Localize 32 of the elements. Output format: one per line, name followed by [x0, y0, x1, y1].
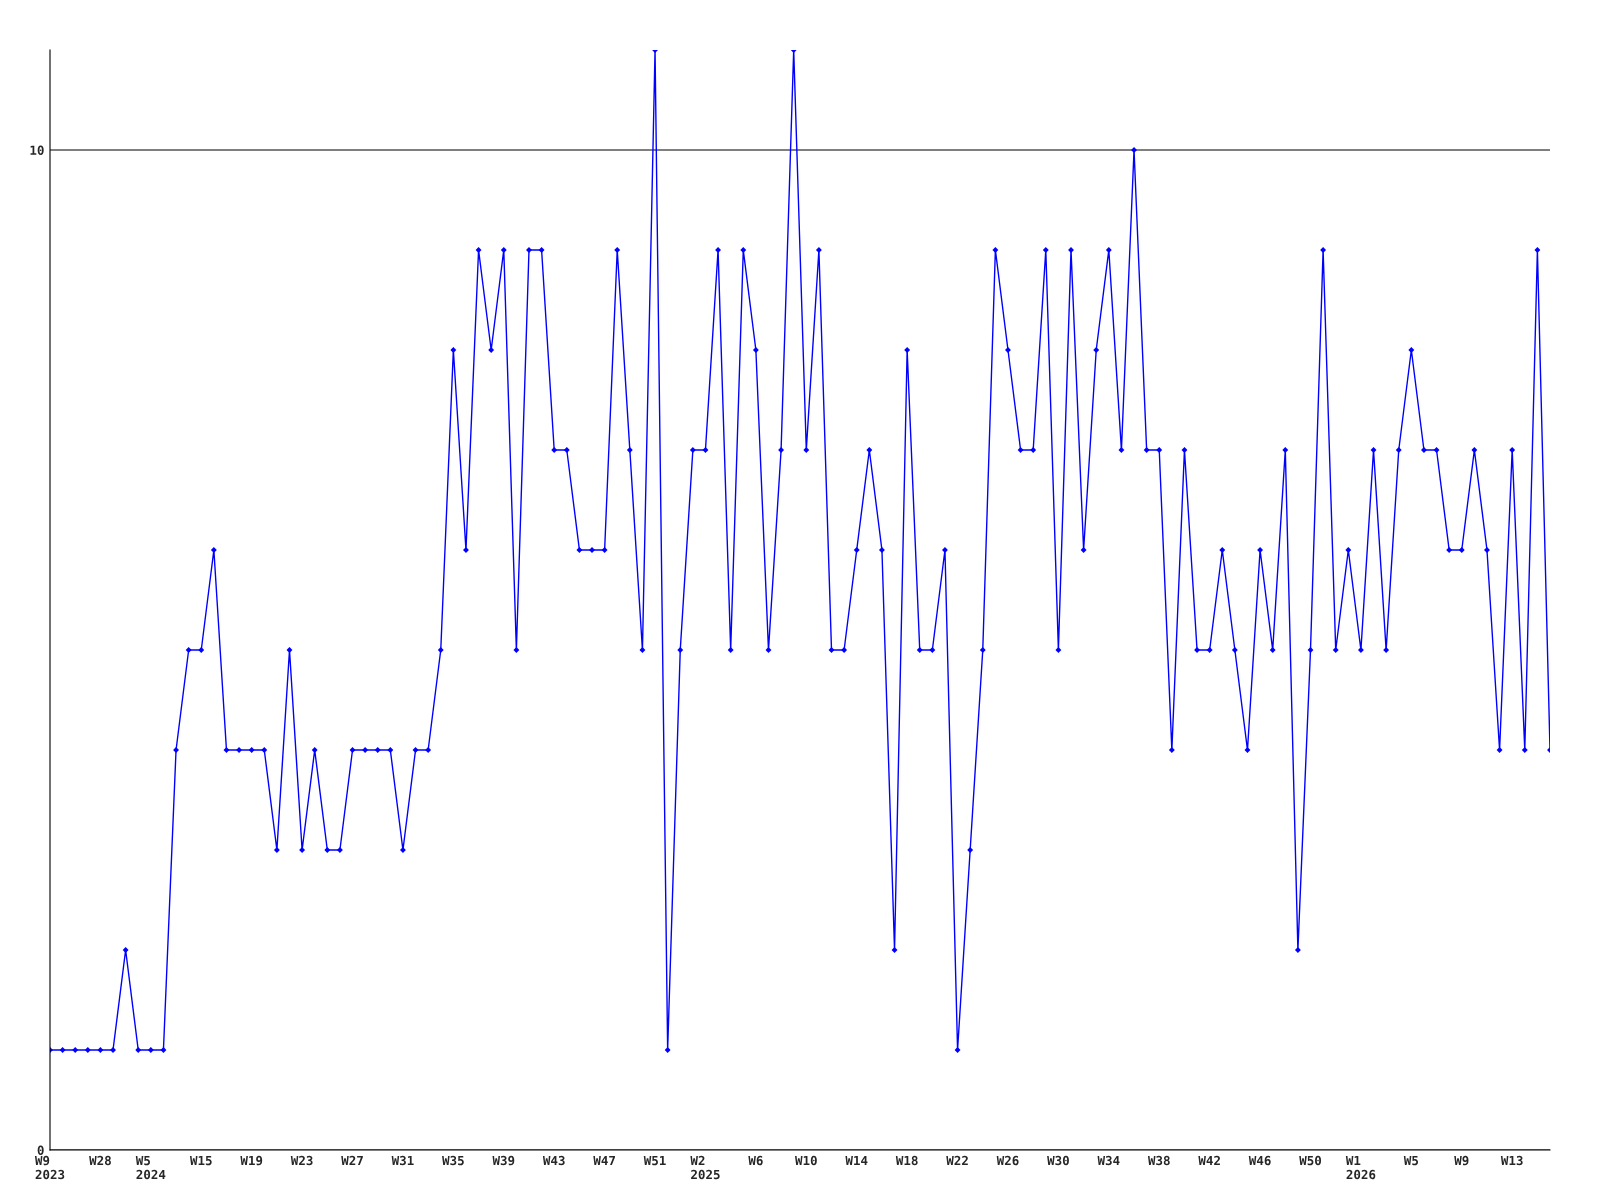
x-tick-label: W18: [895, 1155, 918, 1166]
x-tick-label: W1 2026: [1345, 1155, 1376, 1180]
y-tick-label: 0: [37, 1145, 44, 1155]
x-tick-label: W10: [795, 1155, 817, 1166]
x-tick-label: W15: [189, 1155, 212, 1166]
x-tick-label: W14: [845, 1155, 868, 1166]
x-tick-label: W27: [341, 1155, 363, 1166]
x-tick-label: W22: [946, 1155, 968, 1166]
x-tick-label: W50: [1299, 1155, 1322, 1166]
y-tick-label: 10: [30, 145, 44, 155]
x-tick-label: W46: [1248, 1155, 1271, 1166]
x-tick-label: W31: [391, 1155, 414, 1166]
x-tick-label: W26: [996, 1155, 1019, 1166]
x-tick-label: W13: [1500, 1155, 1523, 1166]
x-tick-label: W34: [1097, 1155, 1120, 1166]
x-tick-label: W47: [593, 1155, 615, 1166]
x-tick-label: W30: [1047, 1155, 1069, 1166]
x-tick-label: W5 2024: [135, 1155, 166, 1180]
x-tick-label: W9 2023: [34, 1155, 65, 1180]
x-tick-label: W39: [492, 1155, 515, 1166]
x-tick-label: W23: [290, 1155, 313, 1166]
x-tick-label: W9: [1454, 1155, 1469, 1166]
x-tick-label: W2 2025: [690, 1155, 720, 1180]
x-tick-label: W35: [442, 1155, 464, 1166]
x-tick-label: W51: [643, 1155, 666, 1166]
x-tick-label: W28: [89, 1155, 111, 1166]
x-tick-label: W43: [542, 1155, 565, 1166]
x-tick-label: W19: [240, 1155, 263, 1166]
x-tick-label: W38: [1147, 1155, 1170, 1166]
x-tick-label: W5: [1403, 1155, 1419, 1166]
x-tick-label: W42: [1198, 1155, 1220, 1166]
x-tick-label: W6: [748, 1155, 763, 1166]
